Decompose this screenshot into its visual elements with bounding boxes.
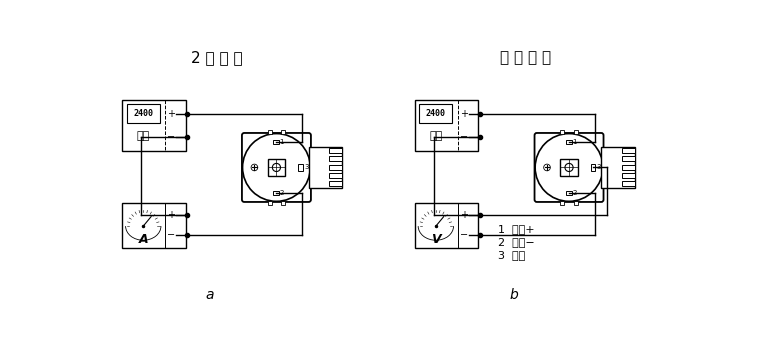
Text: A: A xyxy=(139,233,148,246)
Bar xyxy=(622,156,634,161)
Bar xyxy=(281,130,285,134)
Text: −: − xyxy=(460,230,468,240)
Bar xyxy=(566,191,572,195)
Bar xyxy=(560,159,578,176)
Text: 电 压 输 出: 电 压 输 出 xyxy=(499,51,551,66)
Bar xyxy=(123,100,186,151)
Circle shape xyxy=(251,164,258,171)
Text: 3: 3 xyxy=(304,164,308,171)
Text: b: b xyxy=(509,288,518,302)
Text: 2 线 电 流: 2 线 电 流 xyxy=(191,51,243,66)
Bar xyxy=(268,201,272,205)
Circle shape xyxy=(544,164,551,171)
Bar xyxy=(566,140,572,144)
Bar xyxy=(308,147,342,188)
Bar xyxy=(420,104,453,123)
Text: 电源: 电源 xyxy=(137,131,150,141)
Text: a: a xyxy=(206,288,214,302)
Bar xyxy=(574,130,578,134)
Text: 2400: 2400 xyxy=(133,109,153,118)
Bar xyxy=(268,159,285,176)
Bar xyxy=(622,181,634,186)
Bar xyxy=(329,148,342,153)
Bar xyxy=(415,100,478,151)
Circle shape xyxy=(535,134,603,201)
Circle shape xyxy=(565,163,573,172)
Text: 2: 2 xyxy=(279,190,284,196)
Bar xyxy=(273,140,279,144)
Text: +: + xyxy=(167,210,176,220)
Circle shape xyxy=(272,163,281,172)
Text: 1  电源+: 1 电源+ xyxy=(499,224,535,234)
Bar xyxy=(281,201,285,205)
Circle shape xyxy=(242,134,311,201)
Text: V: V xyxy=(431,233,441,246)
FancyBboxPatch shape xyxy=(242,133,311,202)
Bar xyxy=(123,203,186,247)
Text: 1: 1 xyxy=(279,139,284,145)
Bar xyxy=(622,148,634,153)
Bar xyxy=(601,147,634,188)
Bar xyxy=(574,201,578,205)
Bar xyxy=(560,201,565,205)
Text: 1: 1 xyxy=(572,139,577,145)
Bar xyxy=(415,203,478,247)
Text: −: − xyxy=(167,131,176,141)
Text: −: − xyxy=(167,230,176,240)
Bar xyxy=(268,130,272,134)
Bar xyxy=(622,173,634,178)
Bar xyxy=(127,104,160,123)
Text: 2  电源−: 2 电源− xyxy=(499,237,535,247)
Bar xyxy=(329,173,342,178)
Text: +: + xyxy=(167,110,176,120)
Bar xyxy=(298,164,302,171)
Text: 3  输出: 3 输出 xyxy=(499,250,525,260)
Bar xyxy=(560,130,565,134)
Bar xyxy=(273,191,279,195)
Bar xyxy=(329,156,342,161)
Text: −: − xyxy=(460,131,468,141)
Bar xyxy=(622,164,634,169)
Text: 电源: 电源 xyxy=(430,131,443,141)
Bar xyxy=(591,164,595,171)
Bar xyxy=(329,164,342,169)
Text: 3: 3 xyxy=(597,164,601,171)
Text: 2: 2 xyxy=(572,190,577,196)
Text: 2400: 2400 xyxy=(426,109,446,118)
Bar xyxy=(329,181,342,186)
FancyBboxPatch shape xyxy=(535,133,604,202)
Text: +: + xyxy=(460,210,468,220)
Text: +: + xyxy=(460,110,468,120)
